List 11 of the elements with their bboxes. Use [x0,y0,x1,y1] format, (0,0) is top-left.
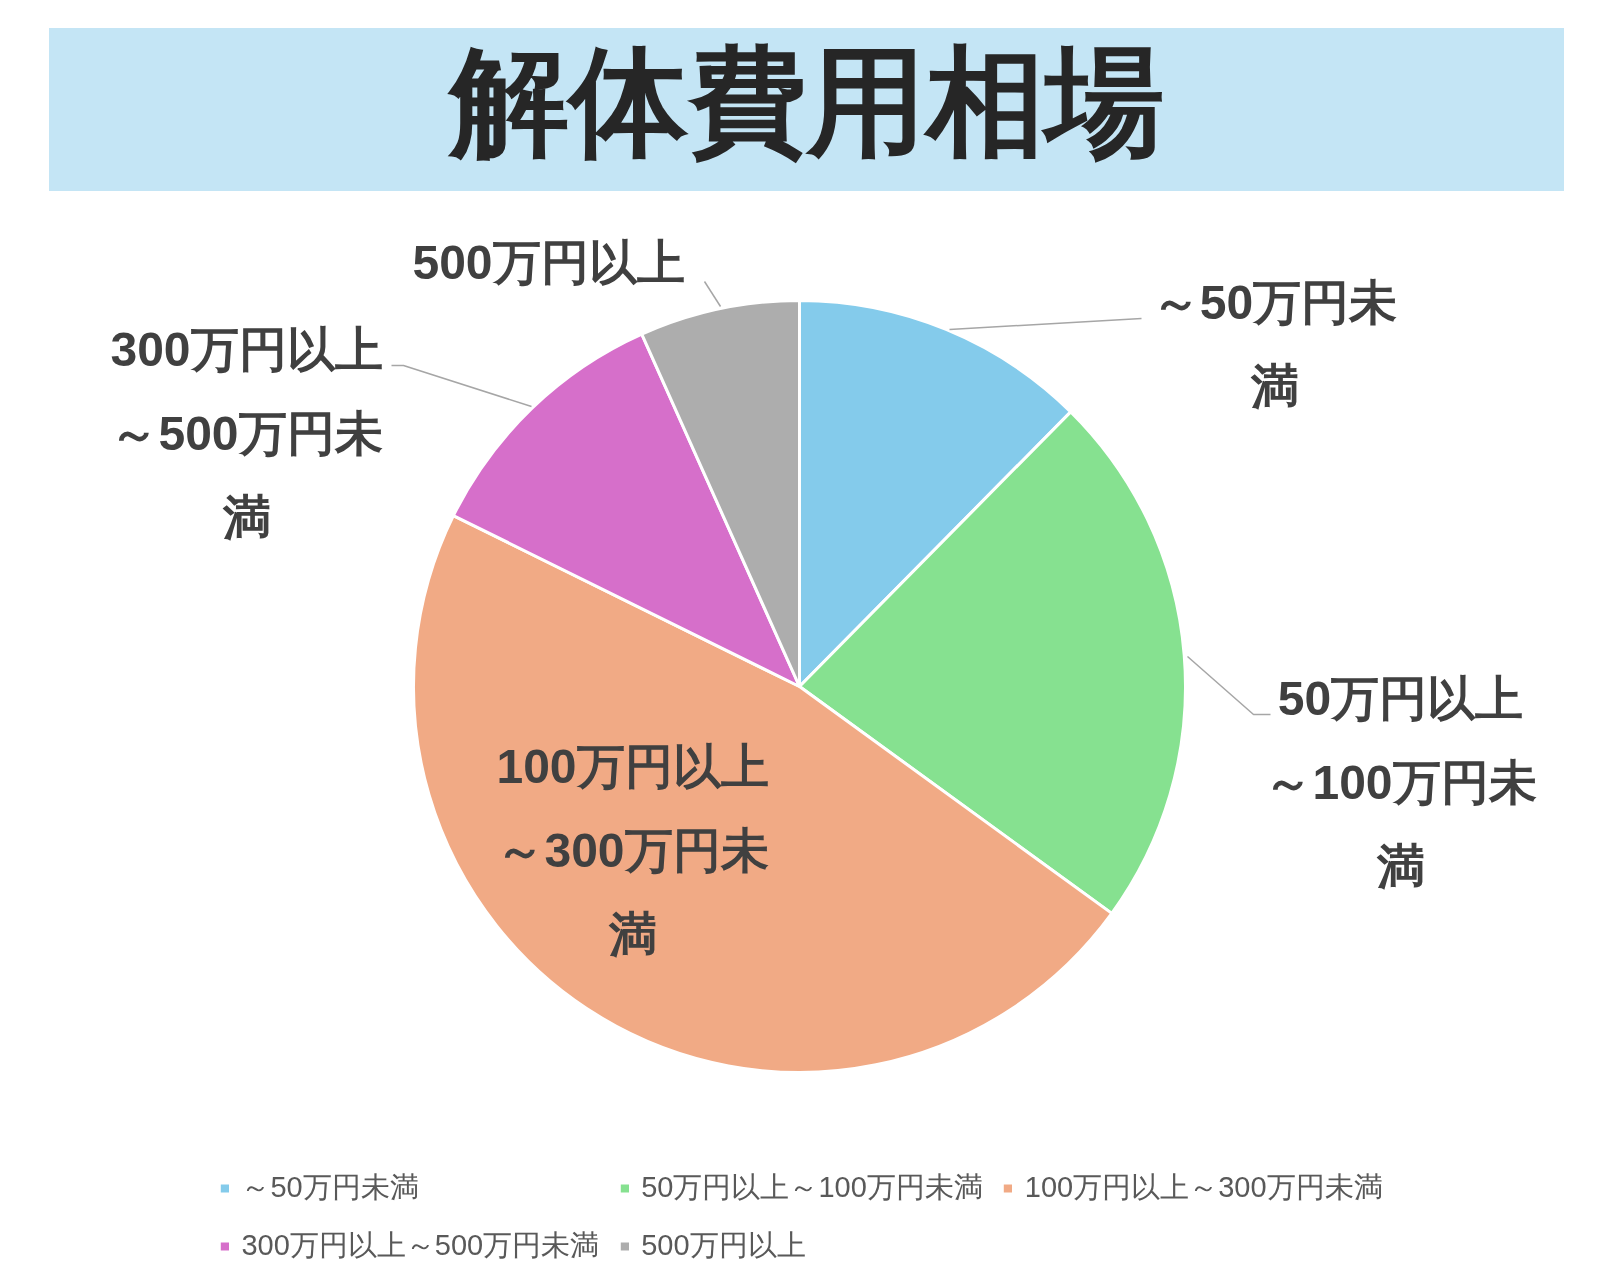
legend-label: 100万円以上～300万円未満 [1024,1170,1383,1205]
legend-label: 300万円以上～500万円未満 [241,1228,600,1263]
legend-label: 50万円以上～100万円未満 [641,1170,983,1205]
slice-label: 500万円以上 [412,235,685,291]
legend-label: 500万円以上 [641,1228,806,1263]
chart-title: 解体費用相場 [449,34,1164,170]
slice-label: 100万円以上～300万円未満 [495,739,770,963]
legend-label: ～50万円未満 [241,1170,419,1205]
slice-label: ～50万円未満 [1150,275,1399,415]
slice-label: 300万円以上～500万円未満 [109,322,384,546]
slice-label: 50万円以上～100万円未満 [1263,671,1538,895]
